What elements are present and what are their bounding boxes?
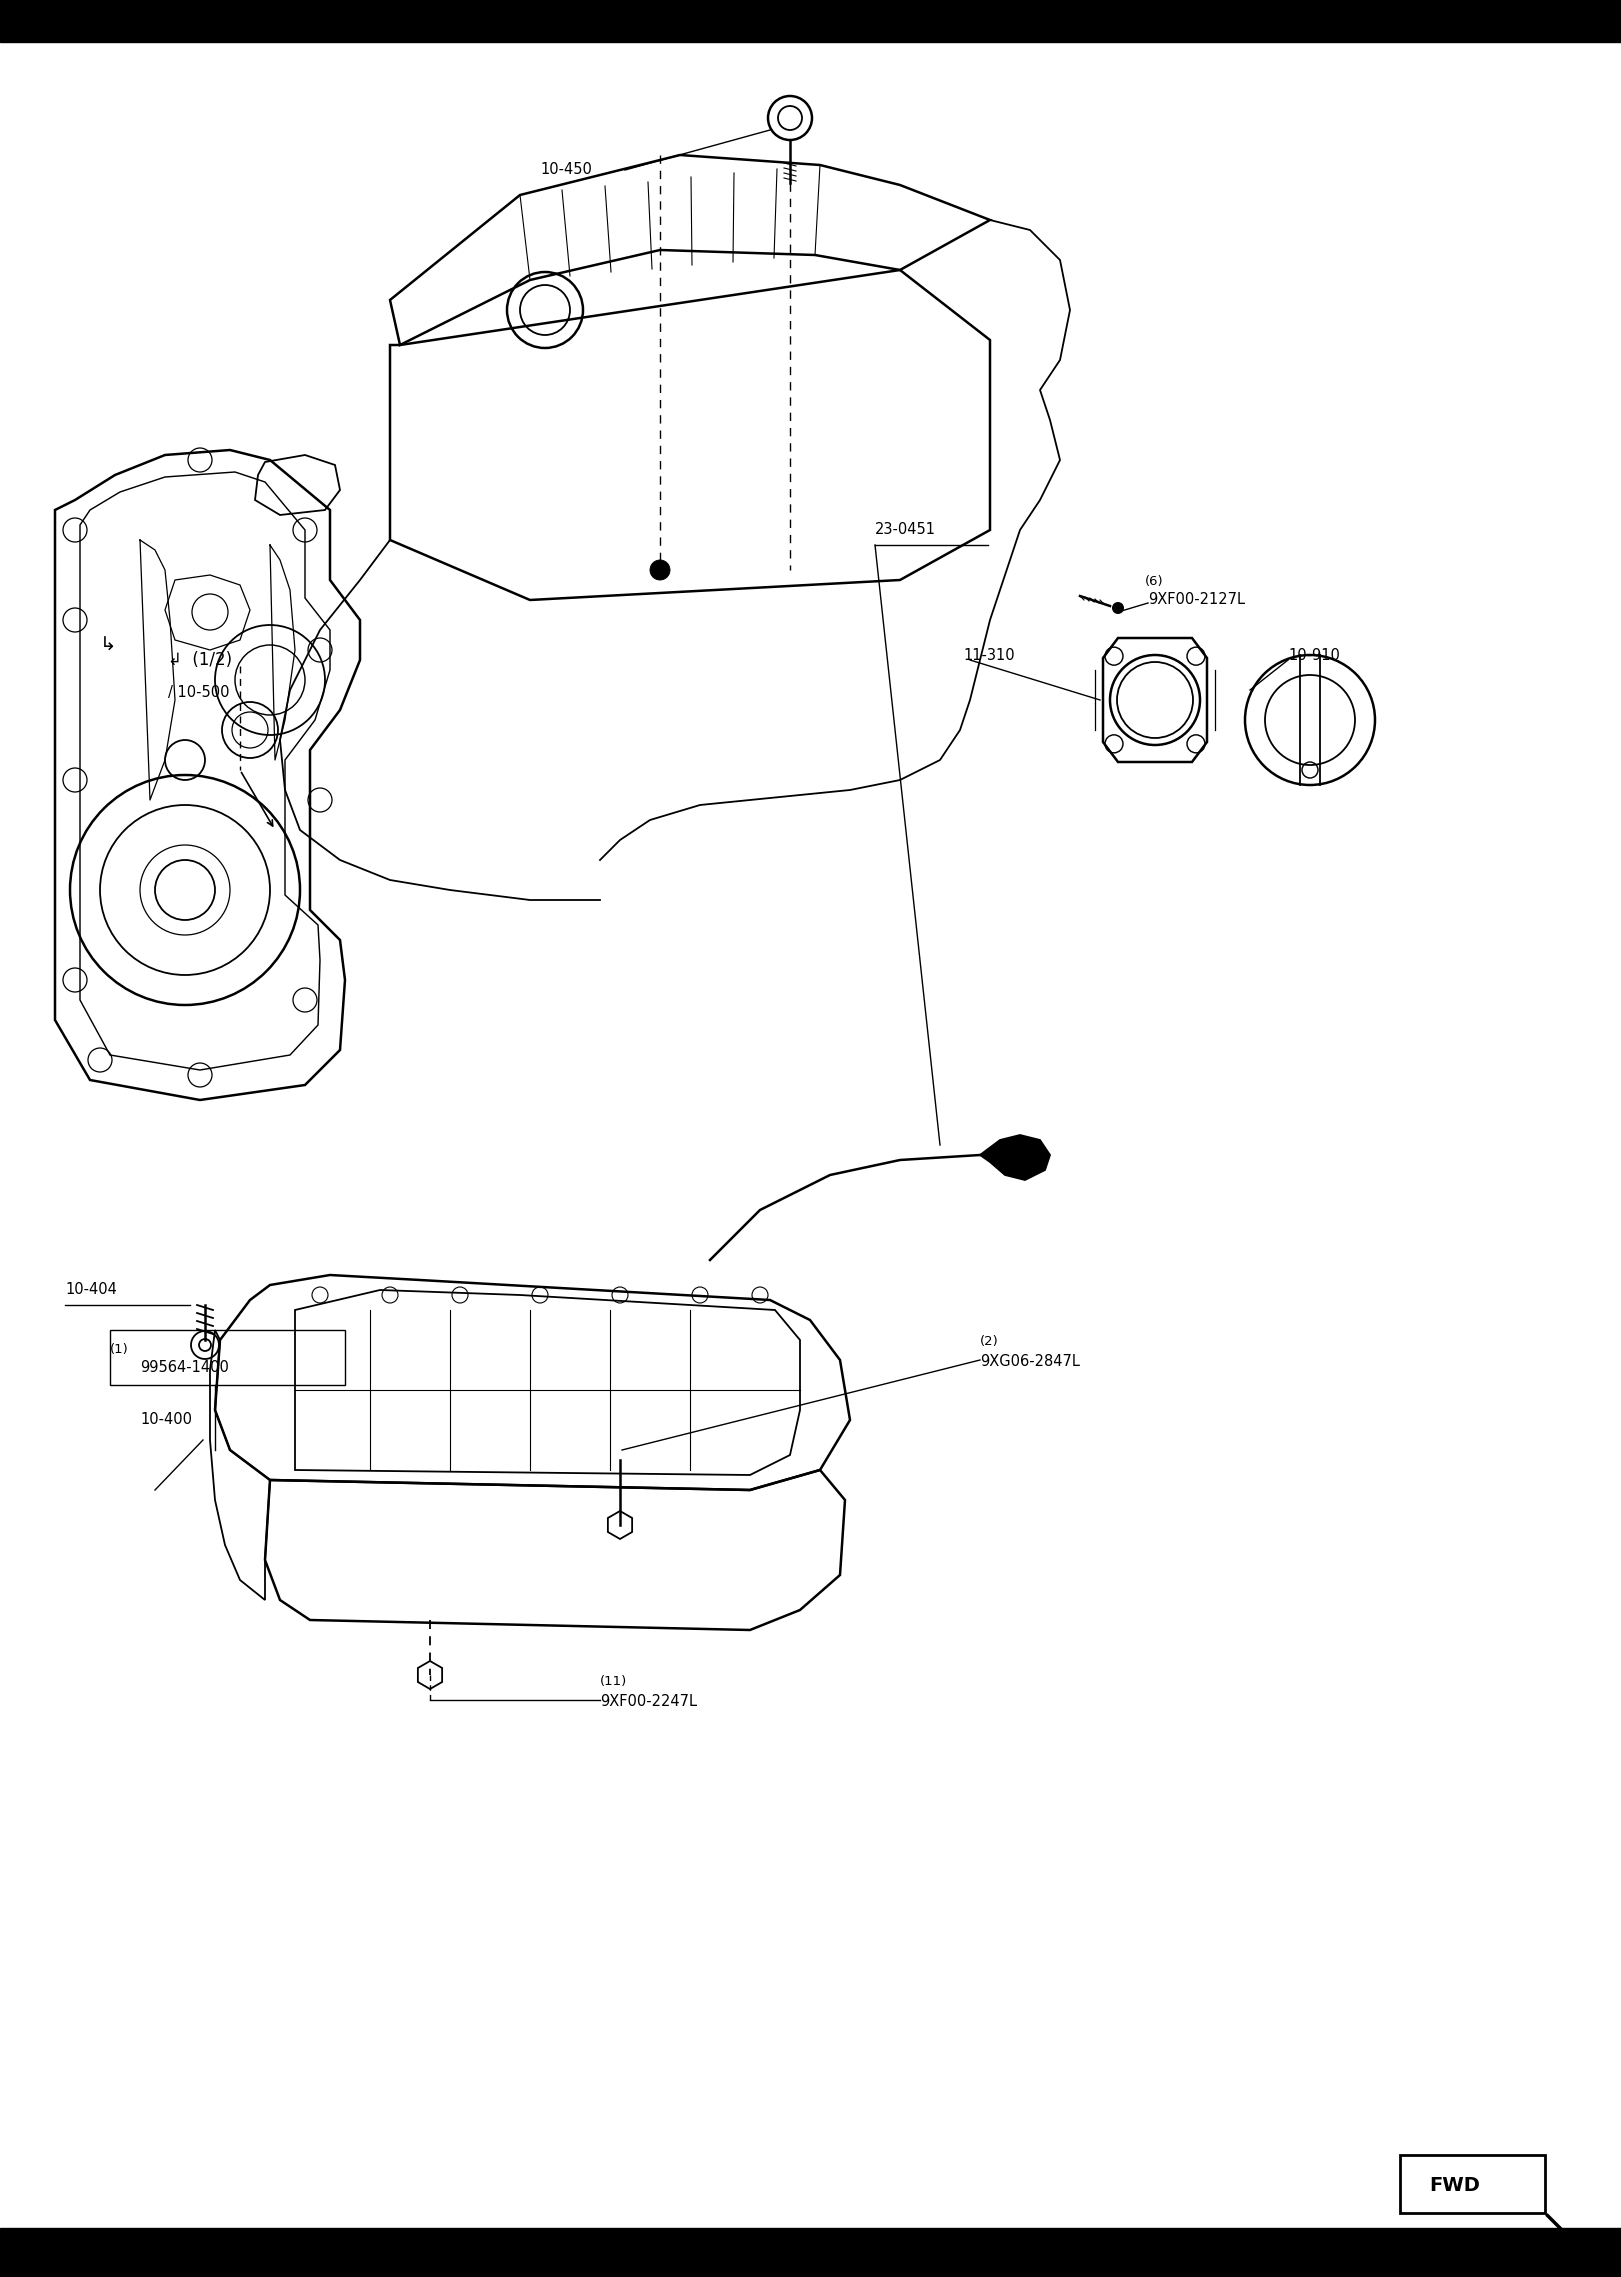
- Text: 9XG06-2847L: 9XG06-2847L: [981, 1355, 1080, 1368]
- Polygon shape: [981, 1134, 1050, 1179]
- Text: 10-910: 10-910: [1289, 647, 1341, 663]
- Bar: [1401, 2154, 1545, 2213]
- Text: (6): (6): [1144, 574, 1164, 587]
- Text: 10-450: 10-450: [540, 162, 592, 178]
- Text: 10-404: 10-404: [65, 1282, 117, 1298]
- Text: 11-310: 11-310: [963, 647, 1015, 663]
- Text: / 10-500: / 10-500: [169, 685, 230, 701]
- Bar: [0, 2227, 1621, 2277]
- Text: (2): (2): [981, 1337, 999, 1348]
- Text: 99564-1400: 99564-1400: [139, 1359, 229, 1375]
- Text: (11): (11): [600, 1676, 627, 1690]
- Text: FWD: FWD: [1430, 2175, 1480, 2195]
- Text: (1): (1): [110, 1343, 128, 1357]
- Text: ↳: ↳: [101, 635, 117, 653]
- Text: 23-0451: 23-0451: [875, 521, 935, 537]
- Text: 9XF00-2127L: 9XF00-2127L: [1148, 592, 1245, 608]
- Bar: [110, 1330, 345, 1384]
- Text: 9XF00-2247L: 9XF00-2247L: [600, 1694, 697, 1710]
- Text: ↲  (1/2): ↲ (1/2): [169, 651, 232, 669]
- Circle shape: [1112, 601, 1123, 615]
- Text: 10-400: 10-400: [139, 1412, 191, 1428]
- Circle shape: [650, 560, 669, 581]
- Bar: [0, 0, 1621, 41]
